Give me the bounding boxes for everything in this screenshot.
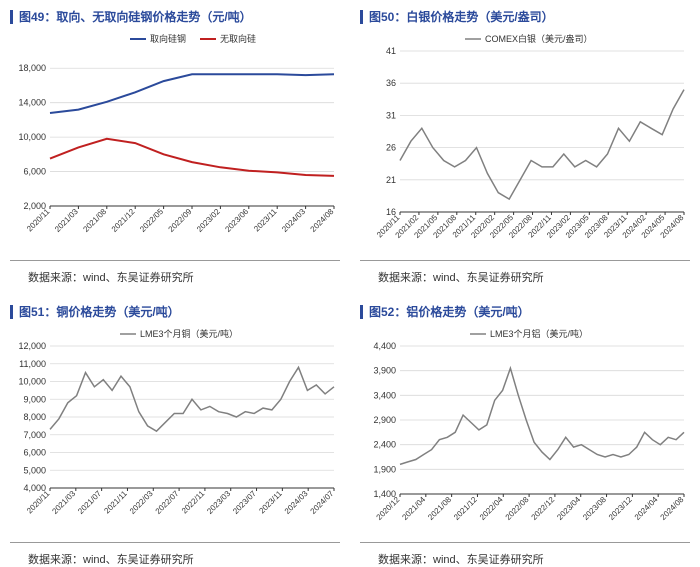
source-label: 数据来源：wind、东吴证券研究所 <box>360 267 690 285</box>
svg-text:9,000: 9,000 <box>23 394 46 404</box>
svg-text:2024/08: 2024/08 <box>659 495 686 522</box>
svg-text:31: 31 <box>386 110 396 120</box>
svg-text:2024/07: 2024/07 <box>309 489 336 516</box>
svg-text:2022/08: 2022/08 <box>504 495 531 522</box>
svg-text:14,000: 14,000 <box>18 98 46 108</box>
svg-text:取向硅钢: 取向硅钢 <box>150 33 186 44</box>
svg-text:2022/12: 2022/12 <box>530 495 557 522</box>
svg-text:7,000: 7,000 <box>23 430 46 440</box>
svg-text:2023/12: 2023/12 <box>607 495 634 522</box>
panel-49: 图49：取向、无取向硅钢价格走势（元/吨） 2,0006,00010,00014… <box>10 8 340 285</box>
panel-50: 图50：白银价格走势（美元/盎司） 1621263136412020/11202… <box>360 8 690 285</box>
svg-text:2022/11: 2022/11 <box>180 489 207 516</box>
svg-text:LME3个月铝（美元/吨）: LME3个月铝（美元/吨） <box>490 328 588 339</box>
chart-area: 2,0006,00010,00014,00018,0002020/112021/… <box>10 29 340 261</box>
svg-text:2024/03: 2024/03 <box>280 207 307 234</box>
chart-title: 图49：取向、无取向硅钢价格走势（元/吨） <box>19 8 252 25</box>
svg-text:1,900: 1,900 <box>373 464 396 474</box>
svg-text:2021/08: 2021/08 <box>81 207 108 234</box>
svg-text:2023/07: 2023/07 <box>231 489 258 516</box>
svg-text:5,000: 5,000 <box>23 465 46 475</box>
svg-text:2021/12: 2021/12 <box>452 495 479 522</box>
svg-text:10,000: 10,000 <box>18 132 46 142</box>
title-row: 图50：白银价格走势（美元/盎司） <box>360 8 690 25</box>
svg-text:2021/11: 2021/11 <box>102 489 129 516</box>
panel-52: 图52：铝价格走势（美元/吨） 1,4001,9002,4002,9003,40… <box>360 303 690 567</box>
title-bar <box>10 305 13 319</box>
source-label: 数据来源：wind、东吴证券研究所 <box>10 549 340 567</box>
svg-text:2024/03: 2024/03 <box>283 489 310 516</box>
svg-text:6,000: 6,000 <box>23 448 46 458</box>
svg-text:10,000: 10,000 <box>18 377 46 387</box>
svg-text:8,000: 8,000 <box>23 412 46 422</box>
svg-text:2023/02: 2023/02 <box>195 207 222 234</box>
svg-text:2021/03: 2021/03 <box>50 489 77 516</box>
chart-area: 4,0005,0006,0007,0008,0009,00010,00011,0… <box>10 324 340 543</box>
svg-text:21: 21 <box>386 175 396 185</box>
svg-text:11,000: 11,000 <box>19 359 46 369</box>
chart-title: 图52：铝价格走势（美元/吨） <box>369 303 530 320</box>
title-row: 图49：取向、无取向硅钢价格走势（元/吨） <box>10 8 340 25</box>
svg-text:COMEX白银（美元/盎司）: COMEX白银（美元/盎司） <box>485 33 593 44</box>
chart-title: 图51：铜价格走势（美元/吨） <box>19 303 180 320</box>
svg-text:26: 26 <box>386 143 396 153</box>
svg-text:2021/12: 2021/12 <box>110 207 137 234</box>
svg-text:3,900: 3,900 <box>373 366 396 376</box>
svg-text:2023/11: 2023/11 <box>257 489 284 516</box>
title-bar <box>360 305 363 319</box>
svg-text:2022/05: 2022/05 <box>138 207 165 234</box>
svg-text:2022/03: 2022/03 <box>128 489 155 516</box>
svg-text:3,400: 3,400 <box>373 390 396 400</box>
source-label: 数据来源：wind、东吴证券研究所 <box>10 267 340 285</box>
title-bar <box>10 10 13 24</box>
svg-text:12,000: 12,000 <box>18 341 46 351</box>
chart-title: 图50：白银价格走势（美元/盎司） <box>369 8 554 25</box>
svg-text:36: 36 <box>386 78 396 88</box>
svg-text:2023/08: 2023/08 <box>581 495 608 522</box>
svg-text:2023/11: 2023/11 <box>252 207 279 234</box>
svg-text:2023/06: 2023/06 <box>223 207 250 234</box>
title-row: 图51：铜价格走势（美元/吨） <box>10 303 340 320</box>
svg-text:2,400: 2,400 <box>373 440 396 450</box>
svg-text:2021/04: 2021/04 <box>400 495 427 522</box>
source-label: 数据来源：wind、东吴证券研究所 <box>360 549 690 567</box>
svg-text:2022/04: 2022/04 <box>478 495 505 522</box>
svg-text:2,900: 2,900 <box>373 415 396 425</box>
svg-text:2024/08: 2024/08 <box>309 207 336 234</box>
svg-text:2021/03: 2021/03 <box>53 207 80 234</box>
svg-text:无取向硅: 无取向硅 <box>220 33 256 44</box>
title-bar <box>360 10 363 24</box>
svg-text:18,000: 18,000 <box>18 63 46 73</box>
chart-area: 1,4001,9002,4002,9003,4003,9004,4002020/… <box>360 324 690 543</box>
svg-text:2023/03: 2023/03 <box>205 489 232 516</box>
svg-text:2023/04: 2023/04 <box>555 495 582 522</box>
chart-grid: 图49：取向、无取向硅钢价格走势（元/吨） 2,0006,00010,00014… <box>10 8 690 555</box>
chart-area: 1621263136412020/112021/022021/052021/08… <box>360 29 690 261</box>
panel-51: 图51：铜价格走势（美元/吨） 4,0005,0006,0007,0008,00… <box>10 303 340 567</box>
svg-text:LME3个月铜（美元/吨）: LME3个月铜（美元/吨） <box>140 328 238 339</box>
svg-text:2024/04: 2024/04 <box>633 495 660 522</box>
svg-text:2021/08: 2021/08 <box>426 495 453 522</box>
svg-text:2021/07: 2021/07 <box>76 489 103 516</box>
svg-text:41: 41 <box>386 46 396 56</box>
svg-text:2022/07: 2022/07 <box>154 489 181 516</box>
title-row: 图52：铝价格走势（美元/吨） <box>360 303 690 320</box>
svg-text:4,400: 4,400 <box>373 341 396 351</box>
svg-text:2022/09: 2022/09 <box>167 207 194 234</box>
svg-text:6,000: 6,000 <box>23 167 46 177</box>
